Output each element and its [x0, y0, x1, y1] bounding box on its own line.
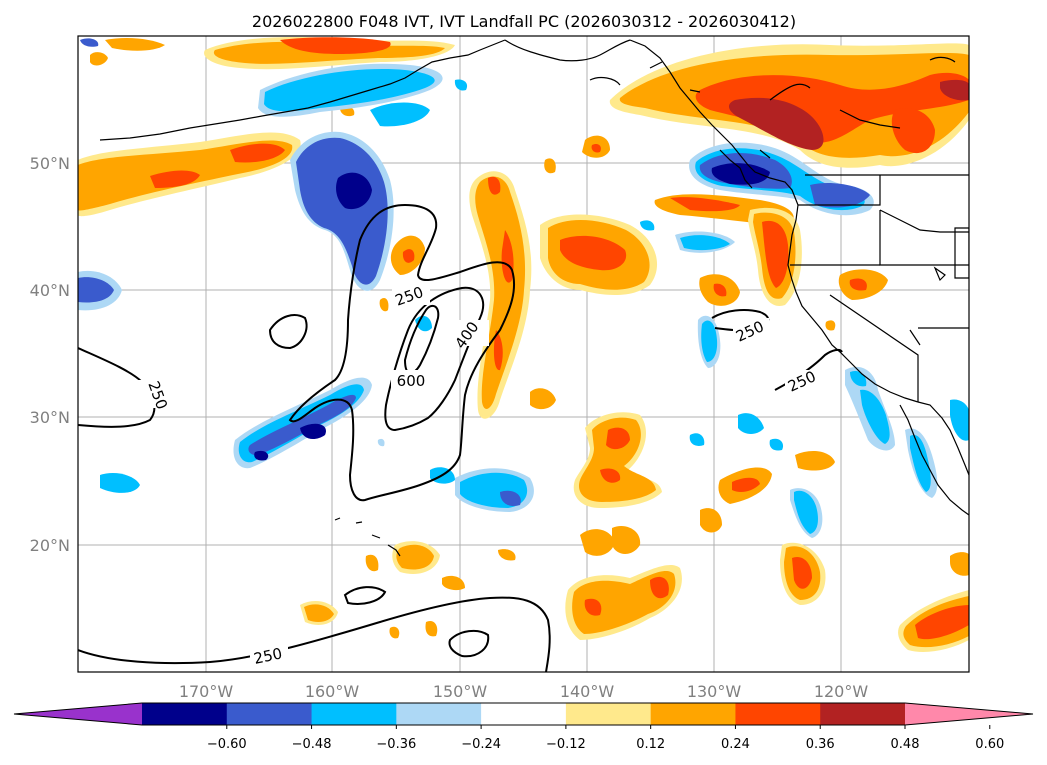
colorbar-tick-label: 0.12: [636, 737, 665, 752]
contour-label-bg: [785, 370, 821, 392]
figure-title: 2026022800 F048 IVT, IVT Landfall PC (20…: [252, 12, 796, 31]
colorbar-outline: [13, 702, 1034, 726]
colorbar-tick-label: −0.60: [207, 737, 247, 752]
contour-label-bg: [733, 318, 769, 342]
lon-label: 170°W: [179, 682, 234, 701]
contour-label-bg: [392, 285, 430, 305]
contour-label-250-e: 250: [252, 644, 284, 668]
longitude-labels: 170°W 160°W 150°W 140°W 130°W 120°W: [179, 682, 869, 701]
lon-label: 150°W: [433, 682, 488, 701]
colorbar-tick-label: −0.12: [546, 737, 586, 752]
ivt-contour-labels: 250 250 400 600 250 250 250: [135, 283, 821, 668]
colorbar-extend-min: [14, 703, 142, 725]
lon-label: 140°W: [560, 682, 615, 701]
lon-label: 120°W: [814, 682, 869, 701]
colorbar-cell: [226, 703, 313, 725]
contour-label-bg: [135, 380, 167, 408]
colorbar-tick-label: 0.36: [806, 737, 835, 752]
positive-anomaly-shading: [78, 37, 969, 652]
contour-label-bg: [250, 644, 288, 666]
colorbar-tick-label: 0.24: [721, 737, 750, 752]
colorbar-tick-label: −0.48: [292, 737, 332, 752]
colorbar-tick-label: 0.60: [975, 737, 1004, 752]
colorbar-cell: [481, 703, 567, 725]
map-frame: [77, 35, 970, 673]
lat-label: 20°N: [30, 536, 70, 555]
coastlines: [99, 39, 969, 557]
lat-label: 40°N: [30, 281, 70, 300]
colorbar: −0.60 −0.48 −0.36 −0.24 −0.12 0.12 0.24 0.36 0.4…: [13, 702, 1034, 752]
negative-anomaly-shading: [78, 38, 969, 538]
colorbar-cell: [142, 703, 228, 725]
colorbar-cell: [311, 703, 397, 725]
map-content: 250 250 400 600 250 250 250: [78, 36, 969, 672]
contour-label-bg: [391, 370, 431, 390]
ivt-contours: [78, 203, 843, 672]
latitude-labels: 50°N 40°N 30°N 20°N: [30, 154, 70, 555]
contour-label-bg: [455, 320, 489, 346]
colorbar-tick-label: −0.36: [376, 737, 416, 752]
colorbar-cell: [396, 703, 482, 725]
colorbar-tick-label: 0.48: [891, 737, 920, 752]
lon-label: 130°W: [687, 682, 742, 701]
colorbar-cell: [565, 703, 652, 725]
colorbar-extend-max: [905, 703, 1033, 725]
colorbar-cell: [820, 703, 906, 725]
lon-label: 160°W: [305, 682, 360, 701]
colorbar-cell: [735, 703, 821, 725]
contour-label-600: 600: [397, 372, 426, 390]
colorbar-tick-label: −0.24: [461, 737, 501, 752]
colorbar-cell: [650, 703, 736, 725]
lat-label: 30°N: [30, 408, 70, 427]
lat-label: 50°N: [30, 154, 70, 173]
